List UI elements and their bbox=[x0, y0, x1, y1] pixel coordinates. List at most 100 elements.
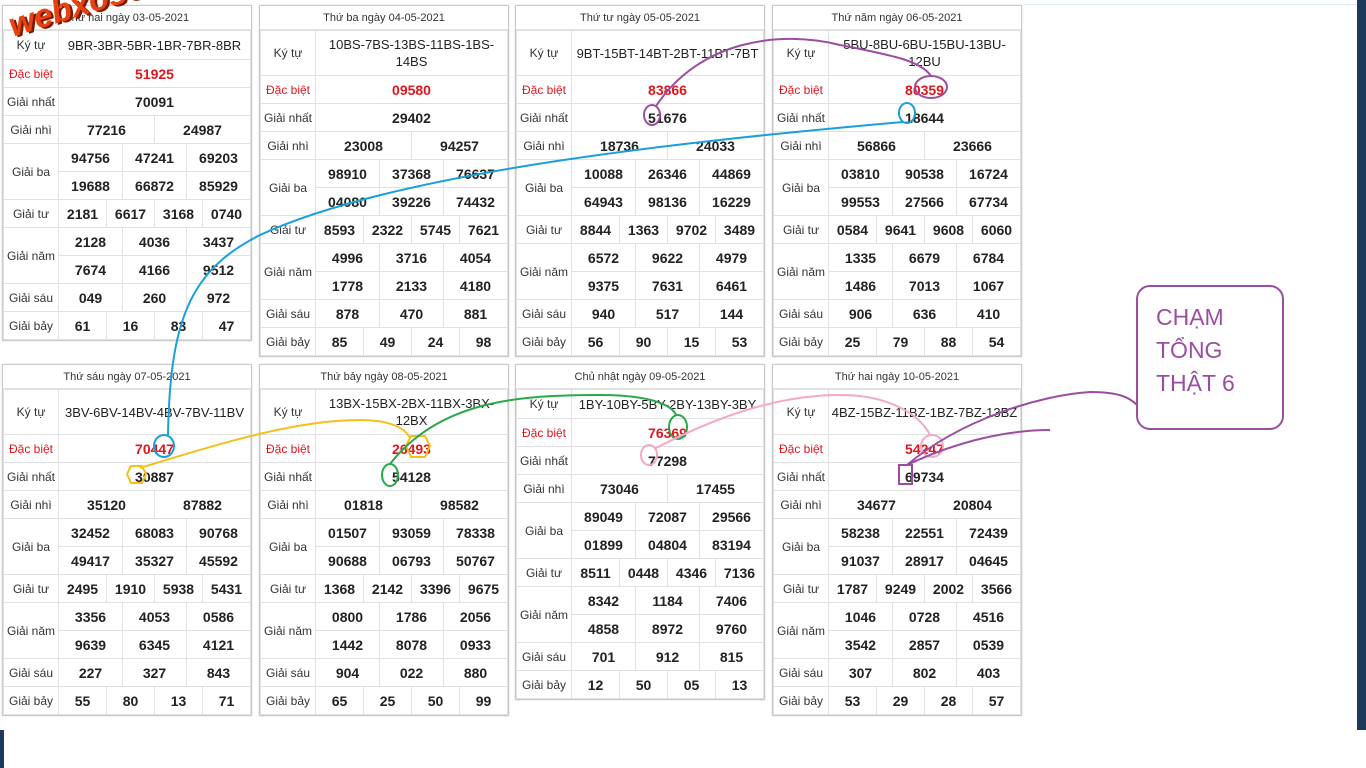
table-row: Giải nhất 70091 bbox=[3, 87, 251, 116]
row-label: Giải nhất bbox=[3, 87, 59, 116]
table-row: Giải nhì 18736 24033 bbox=[516, 131, 764, 160]
prize-value: 843 bbox=[186, 658, 251, 687]
prize-value: 37368 bbox=[379, 159, 444, 188]
prize-value: 69203 bbox=[186, 143, 251, 172]
prize-value: 76637 bbox=[443, 159, 508, 188]
prize-value: 2056 bbox=[443, 602, 508, 631]
prize-value: 09580 bbox=[315, 75, 508, 104]
table-row: Đặc biệt 26493 bbox=[260, 434, 508, 463]
prize-value: 2128 bbox=[58, 227, 123, 256]
prize-value: 1184 bbox=[635, 586, 700, 615]
prize-value: 64943 bbox=[571, 187, 636, 216]
prize-value: 904 bbox=[315, 658, 380, 687]
card-title: Thứ tư ngày 05-05-2021 bbox=[516, 6, 764, 30]
prize-value: 29402 bbox=[315, 103, 508, 132]
prize-value: 13BX-15BX-2BX-11BX-3BX-12BX bbox=[315, 389, 508, 435]
row-label: Giải nhất bbox=[516, 446, 572, 475]
prize-value: 61 bbox=[58, 311, 107, 340]
prize-value: 3566 bbox=[972, 574, 1021, 603]
table-row: 49417 35327 45592 bbox=[4, 546, 251, 575]
row-label: Giải bảy bbox=[3, 311, 59, 340]
prize-value: 327 bbox=[122, 658, 187, 687]
prize-value: 4054 bbox=[443, 243, 508, 272]
table-row: 9639 6345 4121 bbox=[4, 630, 251, 659]
prize-value: 1BY-10BY-5BY-2BY-13BY-3BY bbox=[571, 389, 764, 419]
prize-value: 2322 bbox=[363, 215, 412, 244]
prize-value: 45592 bbox=[186, 546, 251, 575]
prize-value: 91037 bbox=[828, 546, 893, 575]
prize-value: 23666 bbox=[924, 131, 1021, 160]
left-edge-bar bbox=[0, 730, 4, 768]
row-label: Giải năm bbox=[516, 586, 572, 643]
prize-value: 65 bbox=[315, 686, 364, 715]
prize-value: 23008 bbox=[315, 131, 412, 160]
scrollbar-track[interactable] bbox=[1357, 0, 1366, 730]
prize-value: 72087 bbox=[635, 502, 700, 531]
prize-value: 815 bbox=[699, 642, 764, 671]
prize-value: 8844 bbox=[571, 215, 620, 244]
prize-value: 5431 bbox=[202, 574, 251, 603]
row-label: Giải nhì bbox=[516, 131, 572, 160]
table-row: Ký tự 5BU-8BU-6BU-15BU-13BU-12BU bbox=[773, 30, 1021, 76]
row-label: Giải ba bbox=[773, 518, 829, 575]
prize-value: 01507 bbox=[315, 518, 380, 547]
row-label: Giải nhì bbox=[773, 131, 829, 160]
table-row: Giải ba 58238 22551 72439 bbox=[773, 518, 1021, 575]
table-row: Giải tư 8844 1363 9702 3489 bbox=[516, 215, 764, 244]
prize-value: 24987 bbox=[154, 115, 251, 144]
prize-value: 2181 bbox=[58, 199, 107, 228]
prize-value: 0584 bbox=[828, 215, 877, 244]
table-row: Giải ba 01507 93059 78338 bbox=[260, 518, 508, 575]
prize-value: 51676 bbox=[571, 103, 764, 132]
prize-value: 9249 bbox=[876, 574, 925, 603]
prize-value: 3168 bbox=[154, 199, 203, 228]
prize-value: 4053 bbox=[122, 602, 187, 631]
table-row: 01899 04804 83194 bbox=[517, 530, 764, 559]
prize-value: 32452 bbox=[58, 518, 123, 547]
prize-value: 0448 bbox=[619, 558, 668, 587]
row-label: Đặc biệt bbox=[516, 75, 572, 104]
prize-value: 54128 bbox=[315, 462, 508, 491]
table-row: Giải nhất 18644 bbox=[773, 103, 1021, 132]
prize-value: 83194 bbox=[699, 530, 764, 559]
prize-value: 1486 bbox=[828, 271, 893, 300]
table-row: 4858 8972 9760 bbox=[517, 614, 764, 643]
row-label: Giải nhì bbox=[773, 490, 829, 519]
row-label: Giải sáu bbox=[773, 658, 829, 687]
prize-value: 15 bbox=[667, 327, 716, 356]
prize-value: 4036 bbox=[122, 227, 187, 256]
prize-value: 90768 bbox=[186, 518, 251, 547]
prize-value: 89049 bbox=[571, 502, 636, 531]
prize-value: 307 bbox=[828, 658, 893, 687]
table-row: Giải năm 6572 9622 4979 bbox=[516, 243, 764, 300]
prize-value: 77216 bbox=[58, 115, 155, 144]
prize-value: 49417 bbox=[58, 546, 123, 575]
result-card: Thứ tư ngày 05-05-2021 Ký tự 9BT-15BT-14BT… bbox=[515, 5, 765, 357]
row-label: Giải ba bbox=[516, 159, 572, 216]
result-card: Thứ bảy ngày 08-05-2021 Ký tự 13BX-15BX-2B… bbox=[259, 364, 509, 716]
card-title: Thứ ba ngày 04-05-2021 bbox=[260, 6, 508, 30]
prize-value: 93059 bbox=[379, 518, 444, 547]
row-label: Ký tự bbox=[773, 389, 829, 435]
prize-value: 4BZ-15BZ-11BZ-1BZ-7BZ-13BZ bbox=[828, 389, 1021, 435]
row-label: Giải sáu bbox=[516, 642, 572, 671]
prize-value: 4858 bbox=[571, 614, 636, 643]
prize-value: 2495 bbox=[58, 574, 107, 603]
prize-value: 47241 bbox=[122, 143, 187, 172]
prize-value: 39226 bbox=[379, 187, 444, 216]
results-table: Ký tự 13BX-15BX-2BX-11BX-3BX-12BX Đặc biệt… bbox=[260, 389, 508, 715]
row-label: Giải nhì bbox=[3, 490, 59, 519]
table-row: Giải bảy 25 79 88 54 bbox=[773, 327, 1021, 356]
prize-value: 2133 bbox=[379, 271, 444, 300]
prize-value: 6572 bbox=[571, 243, 636, 272]
prize-value: 83 bbox=[154, 311, 203, 340]
prize-value: 3716 bbox=[379, 243, 444, 272]
prize-value: 1787 bbox=[828, 574, 877, 603]
prize-value: 7406 bbox=[699, 586, 764, 615]
prize-value: 0539 bbox=[956, 630, 1021, 659]
table-row: Giải nhất 77298 bbox=[516, 446, 764, 475]
table-row: Giải nhất 69734 bbox=[773, 462, 1021, 491]
prize-value: 53 bbox=[715, 327, 764, 356]
prize-value: 470 bbox=[379, 299, 444, 328]
table-row: Giải nhất 30887 bbox=[3, 462, 251, 491]
